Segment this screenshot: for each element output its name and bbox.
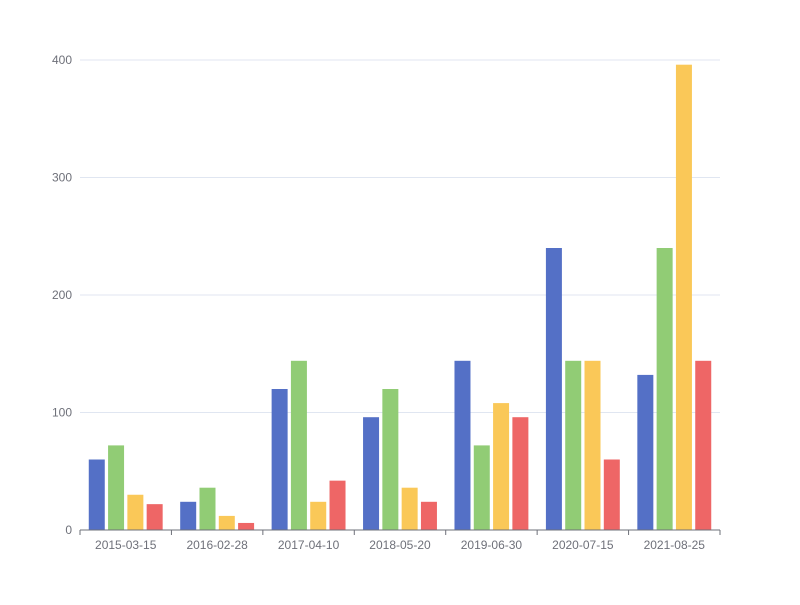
x-tick-label: 2020-07-15	[552, 538, 614, 552]
bar[interactable]	[329, 480, 346, 530]
bar[interactable]	[637, 374, 654, 530]
x-tick-label: 2019-06-30	[461, 538, 523, 552]
bar[interactable]	[565, 360, 582, 530]
bar[interactable]	[127, 494, 144, 530]
gridlines	[80, 59, 720, 413]
y-tick-label: 0	[65, 523, 72, 537]
bar[interactable]	[420, 501, 437, 530]
x-tick-label: 2017-04-10	[278, 538, 340, 552]
y-tick-label: 400	[52, 53, 72, 67]
bar[interactable]	[493, 403, 510, 530]
bar[interactable]	[146, 504, 163, 530]
y-tick-label: 200	[52, 288, 72, 302]
bar[interactable]	[199, 487, 216, 530]
bar[interactable]	[108, 445, 125, 530]
x-tick-label: 2016-02-28	[186, 538, 248, 552]
bar[interactable]	[218, 515, 235, 530]
x-tick-label: 2021-08-25	[644, 538, 706, 552]
bar[interactable]	[545, 248, 562, 530]
x-axis: 2015-03-15 2016-02-28 2017-04-10 2018-05-20…	[79, 529, 721, 552]
bar[interactable]	[310, 501, 327, 530]
bars	[88, 64, 712, 531]
x-tick-label: 2015-03-15	[95, 538, 157, 552]
bar[interactable]	[271, 389, 288, 530]
y-tick-label: 300	[52, 171, 72, 185]
bar[interactable]	[473, 445, 490, 530]
x-tick-label: 2018-05-20	[369, 538, 431, 552]
bar[interactable]	[180, 501, 197, 530]
bar[interactable]	[363, 417, 380, 530]
bar[interactable]	[675, 64, 692, 530]
bar[interactable]	[695, 360, 712, 530]
y-tick-label: 100	[52, 406, 72, 420]
bar[interactable]	[382, 389, 399, 530]
bar[interactable]	[603, 459, 620, 531]
bar[interactable]	[290, 360, 307, 530]
bar[interactable]	[584, 360, 601, 530]
bar[interactable]	[512, 417, 529, 530]
bar[interactable]	[656, 248, 673, 530]
y-axis: 0 100 200 300 400	[52, 53, 72, 537]
bar[interactable]	[238, 522, 255, 530]
bar[interactable]	[401, 487, 418, 530]
bar[interactable]	[454, 360, 471, 530]
bar[interactable]	[88, 459, 105, 531]
